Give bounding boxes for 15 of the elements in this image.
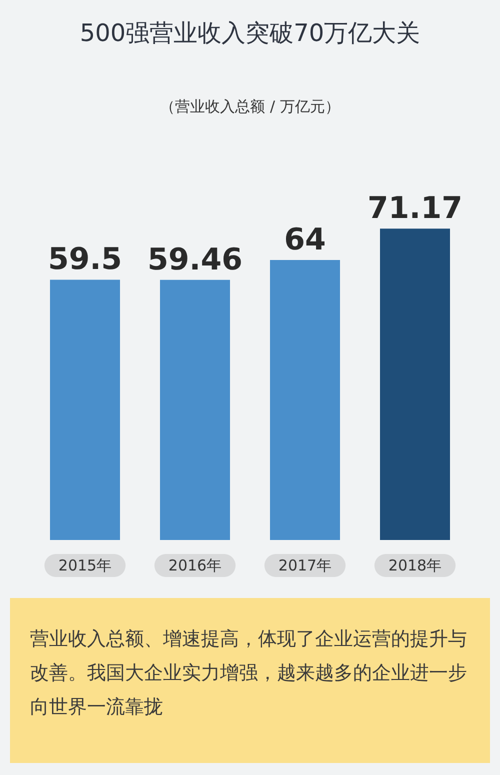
text: 营业收入总额、增速提高，体现了企业运营的提升与改善。我国大企业实力增强，越来越多的企业进一步向世界一流靠拢 <box>30 628 467 718</box>
data-label: 59.46 <box>148 242 242 278</box>
x-tick-label: 2018年 <box>388 556 442 574</box>
chart-title: 500强营业收入突破70万亿大关 <box>80 19 420 47</box>
bar <box>270 260 340 540</box>
x-tick-label: 2015年 <box>58 556 112 574</box>
bar <box>50 280 120 540</box>
x-tick-label: 2017年 <box>278 556 332 574</box>
bar <box>160 280 230 540</box>
bar <box>380 228 450 540</box>
chart-subtitle: （营业收入总额 / 万亿元） <box>160 98 340 116</box>
data-label: 71.17 <box>368 191 462 226</box>
x-tick-label: 2016年 <box>168 556 222 574</box>
data-label: 59.5 <box>48 242 122 278</box>
data-label: 64 <box>284 222 326 258</box>
